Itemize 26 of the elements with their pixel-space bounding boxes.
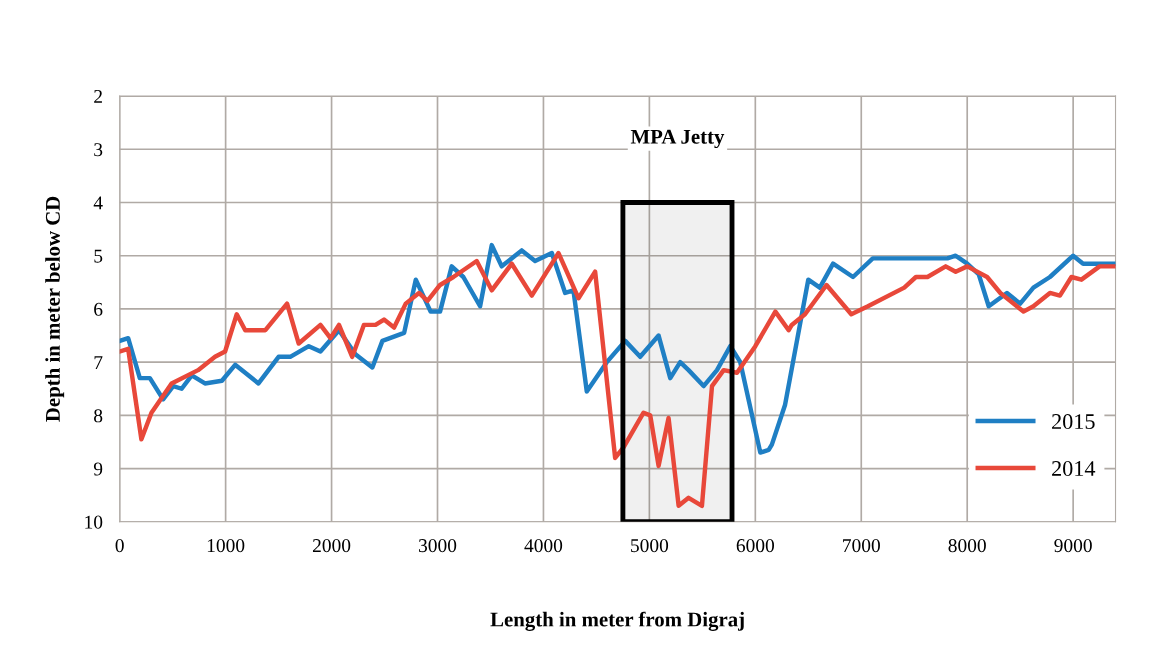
legend-label: 2015 — [1052, 414, 1095, 430]
x-tick-label: 5000 — [631, 539, 669, 553]
y-tick-label: 2 — [94, 89, 102, 103]
x-tick-label: 6000 — [736, 539, 775, 553]
x-tick-label: 9000 — [1054, 539, 1092, 553]
x-tick-label: 4000 — [524, 539, 563, 553]
y-tick-label: 3 — [94, 143, 103, 157]
band-label: MPA Jetty — [630, 129, 725, 149]
x-tick-label: 8000 — [948, 539, 986, 553]
y-tick-label: 4 — [93, 196, 103, 210]
y-tick-label: 9 — [93, 462, 103, 476]
y-axis-title: Depth in meter below CD — [45, 196, 65, 422]
x-tick-label: 3000 — [418, 539, 457, 553]
line-series — [119, 250, 1116, 509]
y-tick-label: 10 — [85, 515, 103, 529]
x-tick-label: 2000 — [312, 539, 351, 553]
y-tick-label: 5 — [94, 249, 103, 263]
y-tick-label: 6 — [94, 302, 103, 316]
x-tick-label: 0 — [115, 539, 124, 553]
x-tick-label: 7000 — [843, 539, 880, 553]
line-series — [119, 242, 1116, 455]
x-axis-title: Length in meter from Digraj — [490, 611, 744, 631]
legend-label: 2014 — [1052, 461, 1096, 476]
x-tick-label: 1000 — [207, 539, 245, 553]
y-tick-label: 8 — [94, 409, 103, 423]
y-tick-label: 7 — [94, 356, 103, 369]
